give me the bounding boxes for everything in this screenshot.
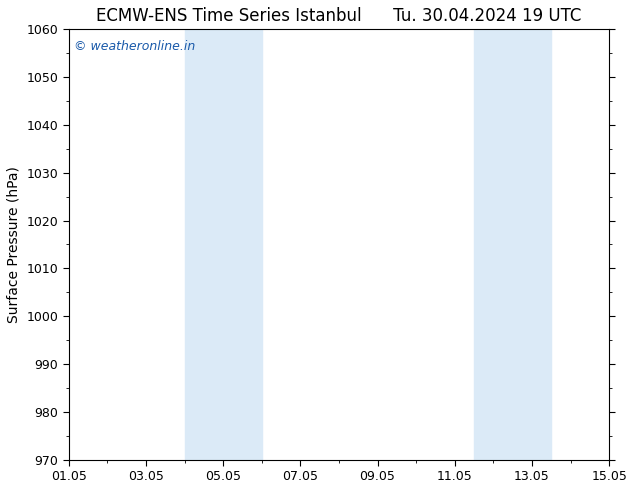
Bar xyxy=(474,29,551,460)
Y-axis label: Surface Pressure (hPa): Surface Pressure (hPa) xyxy=(7,166,21,323)
Text: © weatheronline.in: © weatheronline.in xyxy=(74,40,195,53)
Title: ECMW-ENS Time Series Istanbul      Tu. 30.04.2024 19 UTC: ECMW-ENS Time Series Istanbul Tu. 30.04.… xyxy=(96,7,581,25)
Bar xyxy=(184,29,262,460)
